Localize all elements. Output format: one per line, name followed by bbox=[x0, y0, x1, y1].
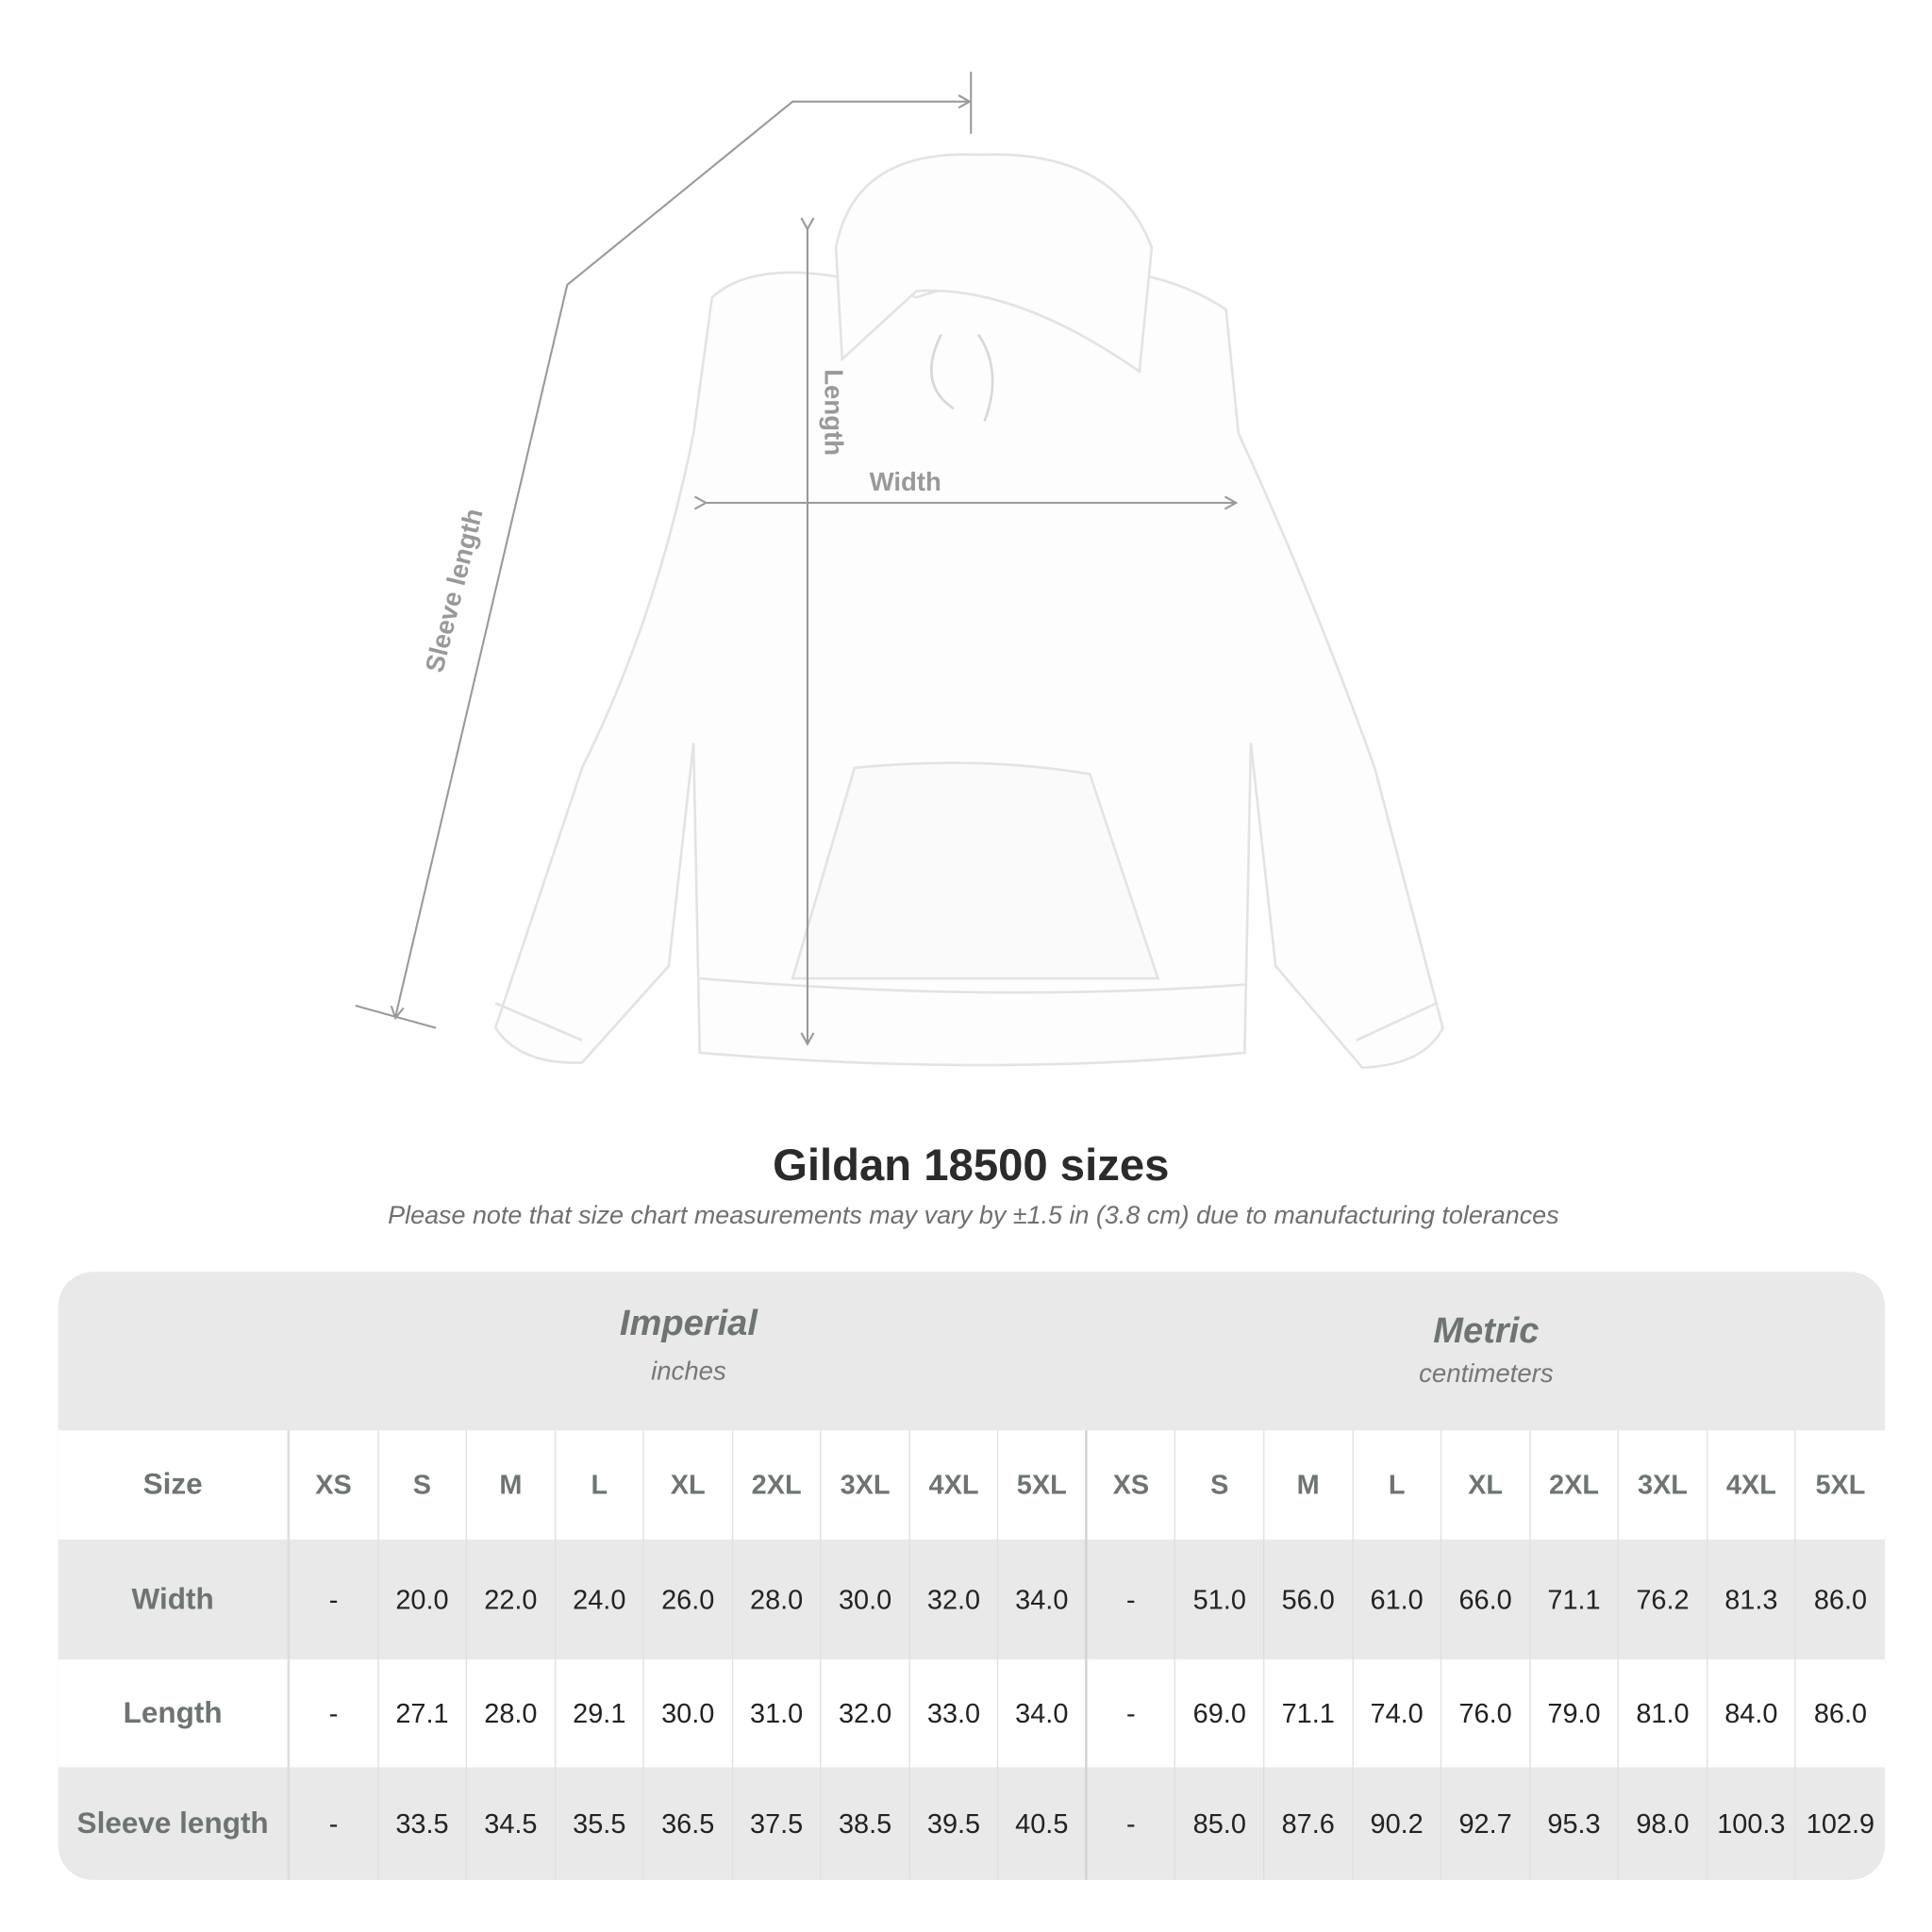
cell-metric: 76.0 bbox=[1441, 1659, 1531, 1768]
size-header-metric: L bbox=[1353, 1430, 1442, 1540]
cell-imperial: - bbox=[290, 1539, 379, 1660]
size-header-imperial: M bbox=[467, 1430, 556, 1540]
cell-imperial: 20.0 bbox=[378, 1539, 468, 1660]
size-header-metric: 2XL bbox=[1530, 1430, 1620, 1540]
size-header-metric: XS bbox=[1088, 1430, 1176, 1540]
cell-metric: 51.0 bbox=[1175, 1539, 1265, 1660]
metric-header: Metric centimeters bbox=[1088, 1311, 1885, 1390]
row-label: Length bbox=[58, 1659, 291, 1768]
cell-imperial: 36.5 bbox=[644, 1767, 733, 1880]
size-header-imperial: 5XL bbox=[999, 1430, 1088, 1540]
measurement-lines bbox=[355, 72, 1239, 1046]
imperial-unit: inches bbox=[651, 1357, 726, 1387]
cell-imperial: 32.0 bbox=[822, 1659, 910, 1768]
size-header-imperial: L bbox=[556, 1430, 644, 1540]
cell-metric: 66.0 bbox=[1441, 1539, 1531, 1660]
cell-imperial: 33.5 bbox=[378, 1767, 468, 1880]
table-row: Width -20.0 22.0 24.0 26.0 28.0 30.0 32.0 34.0-5… bbox=[58, 1539, 1885, 1660]
cell-metric: - bbox=[1088, 1539, 1176, 1660]
cell-imperial: 34.0 bbox=[999, 1539, 1088, 1660]
size-header-imperial: 3XL bbox=[822, 1430, 910, 1540]
cell-metric: 86.0 bbox=[1813, 1583, 1868, 1615]
cell-metric: 84.0 bbox=[1707, 1659, 1796, 1768]
size-header-imperial: S bbox=[378, 1430, 468, 1540]
size-header-imperial: 4XL bbox=[910, 1430, 999, 1540]
page-title: Gildan 18500 sizes bbox=[773, 1139, 1170, 1191]
length-label: Length bbox=[818, 369, 847, 457]
cell-metric: 98.0 bbox=[1619, 1767, 1708, 1880]
size-header-metric: 4XL bbox=[1707, 1430, 1796, 1540]
cell-imperial: 33.0 bbox=[910, 1659, 999, 1768]
cell-imperial: 34.5 bbox=[467, 1767, 556, 1880]
size-header-metric: XL bbox=[1441, 1430, 1531, 1540]
cell-metric: 74.0 bbox=[1353, 1659, 1442, 1768]
cell-imperial: 27.1 bbox=[378, 1659, 468, 1768]
table-row: Length -27.1 28.0 29.1 30.0 31.0 32.0 33.0 34.0-… bbox=[58, 1659, 1886, 1768]
row-label: Width bbox=[58, 1539, 291, 1660]
cell-metric: 71.1 bbox=[1264, 1659, 1354, 1768]
cell-imperial: 28.0 bbox=[467, 1659, 556, 1768]
cell-imperial: 39.5 bbox=[910, 1767, 999, 1880]
size-header-metric: 3XL bbox=[1619, 1430, 1708, 1540]
cell-imperial: 26.0 bbox=[644, 1539, 733, 1660]
table-row: Sleeve length -33.5 34.5 35.5 36.5 37.5 38.5 39… bbox=[58, 1767, 1885, 1880]
cell-imperial: 38.5 bbox=[822, 1767, 910, 1880]
cell-metric: 81.3 bbox=[1707, 1539, 1796, 1660]
cell-metric: 76.2 bbox=[1619, 1539, 1708, 1660]
tolerance-note: Please note that size chart measurements… bbox=[388, 1201, 1559, 1230]
size-header-imperial: XS bbox=[290, 1430, 379, 1540]
cell-metric: 102.9 bbox=[1806, 1807, 1875, 1839]
size-header-metric: 5XL bbox=[1815, 1469, 1866, 1500]
cell-metric: 61.0 bbox=[1353, 1539, 1442, 1660]
cell-metric: 100.3 bbox=[1707, 1767, 1796, 1880]
cell-metric: - bbox=[1088, 1767, 1176, 1880]
hoodie-diagram bbox=[355, 72, 1444, 1069]
cell-imperial: 34.0 bbox=[999, 1659, 1088, 1768]
row-label: Sleeve length bbox=[58, 1767, 291, 1880]
cell-metric: 90.2 bbox=[1353, 1767, 1442, 1880]
size-header-imperial: XL bbox=[644, 1430, 733, 1540]
hoodie-image bbox=[493, 153, 1444, 1069]
cell-imperial: 35.5 bbox=[556, 1767, 644, 1880]
cell-imperial: - bbox=[290, 1659, 379, 1768]
cell-imperial: 37.5 bbox=[733, 1767, 822, 1880]
cell-metric: 85.0 bbox=[1175, 1767, 1265, 1880]
cell-imperial: 24.0 bbox=[556, 1539, 644, 1660]
size-header-metric: M bbox=[1264, 1430, 1354, 1540]
metric-title: Metric bbox=[1433, 1311, 1540, 1352]
cell-imperial: 32.0 bbox=[910, 1539, 999, 1660]
cell-imperial: - bbox=[290, 1767, 379, 1880]
cell-metric: 71.1 bbox=[1530, 1539, 1620, 1660]
cell-metric: 95.3 bbox=[1530, 1767, 1620, 1880]
imperial-title: Imperial bbox=[619, 1304, 758, 1344]
cell-metric: 92.7 bbox=[1441, 1767, 1531, 1880]
cell-metric: 81.0 bbox=[1619, 1659, 1708, 1768]
size-table: Imperial inches Metric centimeters Size … bbox=[58, 1272, 1886, 1880]
cell-imperial: 30.0 bbox=[822, 1539, 910, 1660]
cell-metric: - bbox=[1088, 1659, 1176, 1768]
size-label: Size bbox=[58, 1430, 291, 1540]
size-header-metric: S bbox=[1175, 1430, 1265, 1540]
cell-metric: 86.0 bbox=[1813, 1697, 1868, 1729]
cell-imperial: 31.0 bbox=[733, 1659, 822, 1768]
imperial-header: Imperial inches bbox=[290, 1304, 1087, 1387]
cell-metric: 79.0 bbox=[1530, 1659, 1620, 1768]
cell-imperial: 22.0 bbox=[467, 1539, 556, 1660]
cell-imperial: 30.0 bbox=[644, 1659, 733, 1768]
width-label: Width bbox=[869, 468, 941, 497]
cell-imperial: 40.5 bbox=[999, 1767, 1088, 1880]
cell-metric: 69.0 bbox=[1175, 1659, 1265, 1768]
cell-metric: 56.0 bbox=[1264, 1539, 1354, 1660]
cell-imperial: 29.1 bbox=[556, 1659, 644, 1768]
size-header-imperial: 2XL bbox=[733, 1430, 822, 1540]
metric-unit: centimeters bbox=[1419, 1359, 1554, 1389]
size-row: Size XS S M L XL 2XL 3XL 4XL 5XL XS S M L XL 2XL 3XL 4XL… bbox=[58, 1430, 1886, 1540]
cell-imperial: 28.0 bbox=[733, 1539, 822, 1660]
cell-metric: 87.6 bbox=[1264, 1767, 1354, 1880]
